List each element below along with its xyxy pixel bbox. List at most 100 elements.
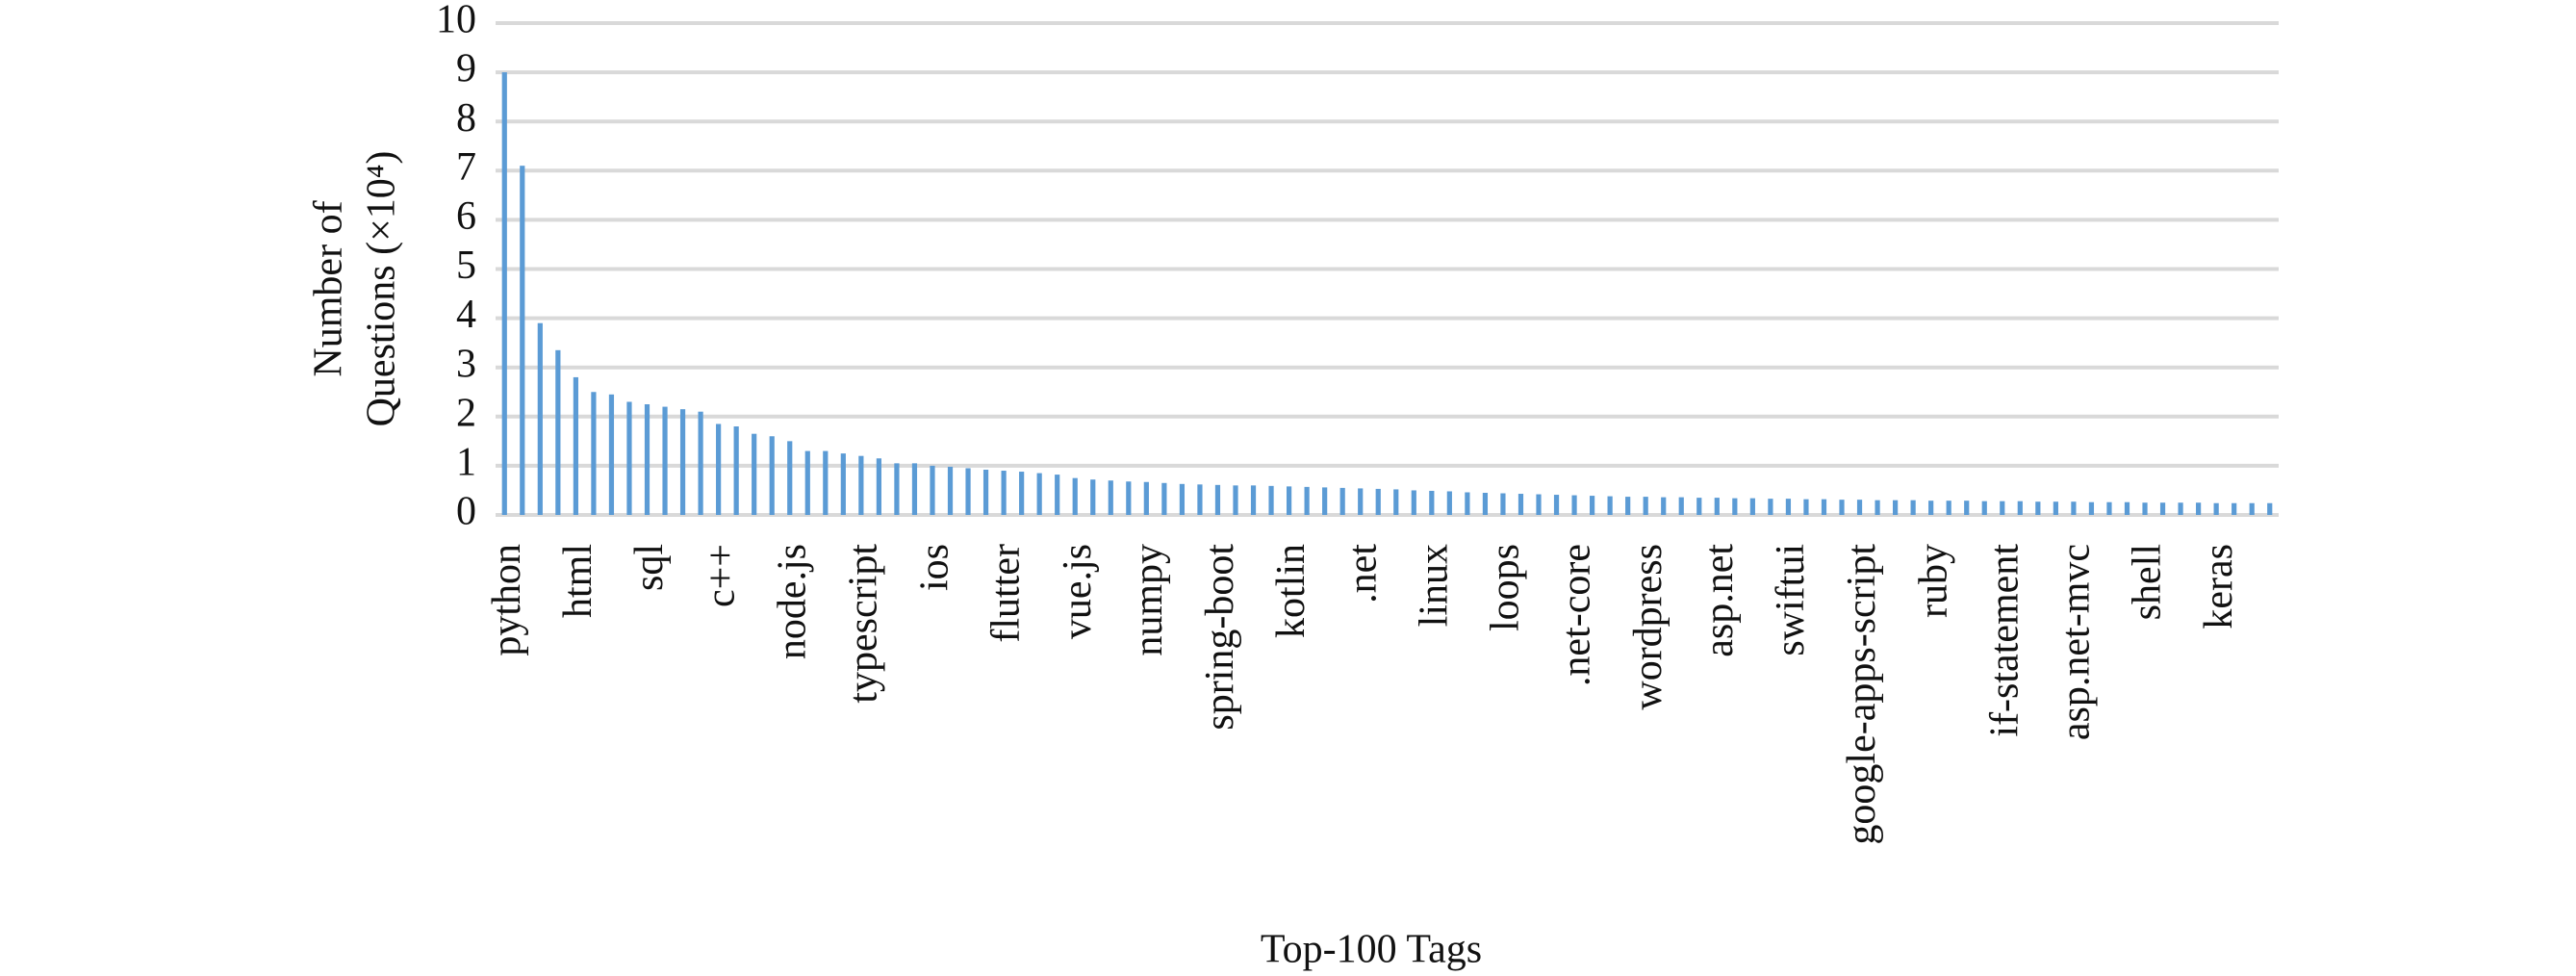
bar <box>1250 485 1257 515</box>
bar <box>894 463 900 515</box>
bar <box>626 401 632 515</box>
bar <box>1625 497 1631 515</box>
bar <box>1803 499 1809 515</box>
bar <box>1643 497 1648 515</box>
x-tick-label: swiftui <box>1769 544 1813 656</box>
bar <box>982 469 989 515</box>
bar <box>2159 502 2166 515</box>
bar <box>1446 491 1452 515</box>
bar <box>1411 490 1416 515</box>
bar <box>1856 500 1863 515</box>
bar <box>1179 483 1186 515</box>
x-tick-label: shell <box>2126 544 2170 620</box>
bar <box>1981 501 1987 515</box>
x-tick-label: kotlin <box>1269 544 1314 638</box>
bar <box>2232 502 2237 515</box>
bar <box>1482 493 1489 515</box>
y-tick-label: 8 <box>456 96 476 141</box>
x-tick-label: .net <box>1340 544 1385 604</box>
bar <box>1036 473 1042 515</box>
y-tick-label: 3 <box>456 342 476 386</box>
bar <box>1732 498 1738 515</box>
y-tick-label: 5 <box>456 244 476 288</box>
bar <box>1589 496 1595 515</box>
y-tick-label: 4 <box>456 293 476 337</box>
bar <box>823 450 829 515</box>
bar <box>2053 501 2058 515</box>
bar <box>1607 496 1613 515</box>
bar <box>1019 472 1025 515</box>
bar <box>644 404 650 515</box>
bar <box>698 411 703 515</box>
bar <box>2249 502 2255 515</box>
bar <box>1839 500 1845 515</box>
bar <box>1821 499 1827 515</box>
bar <box>2196 502 2202 515</box>
bar <box>1893 500 1899 515</box>
bar <box>1161 482 1167 515</box>
x-tick-label: loops <box>1484 544 1528 631</box>
bar <box>1518 494 1524 515</box>
bar <box>2035 501 2041 515</box>
bar <box>1286 486 1292 515</box>
x-tick-label: .net-core <box>1555 544 1599 686</box>
x-tick-label: ios <box>913 544 957 591</box>
bar <box>1358 488 1364 515</box>
x-tick-label: asp.net-mvc <box>2054 544 2099 740</box>
bar <box>1322 487 1328 515</box>
bar <box>2142 502 2148 515</box>
bar <box>1696 498 1702 515</box>
bar <box>1768 499 1773 515</box>
bar <box>2213 502 2219 515</box>
x-tick-label: spring-boot <box>1198 544 1242 731</box>
bar <box>1143 481 1149 515</box>
bar <box>1571 495 1577 515</box>
x-tick-label: ruby <box>1911 544 1955 618</box>
bar <box>1910 500 1916 515</box>
bar <box>537 322 543 515</box>
bar <box>2000 501 2005 515</box>
bar <box>769 436 775 515</box>
y-axis-title: Number of <box>307 200 351 376</box>
bar <box>804 450 810 515</box>
bar <box>752 433 757 515</box>
bar <box>2124 501 2130 515</box>
x-tick-label: c++ <box>699 544 743 607</box>
bar <box>1233 485 1238 515</box>
bar <box>555 349 561 515</box>
y-tick-label: 6 <box>456 194 476 239</box>
x-tick-label: wordpress <box>1626 544 1671 710</box>
bar <box>1375 488 1381 515</box>
bar <box>2267 502 2273 515</box>
bar <box>787 441 793 515</box>
y-tick-label: 10 <box>436 0 476 42</box>
bar <box>608 394 615 515</box>
bar <box>1785 499 1792 515</box>
bar <box>1393 489 1399 515</box>
bar <box>1536 494 1542 515</box>
bar <box>1339 487 1345 515</box>
bar <box>965 468 971 515</box>
bar <box>1714 498 1720 515</box>
bar <box>1072 477 1078 515</box>
bar <box>1500 493 1506 515</box>
x-tick-label: if-statement <box>1982 544 2027 737</box>
bar <box>1214 484 1221 515</box>
x-tick-label: numpy <box>1127 544 1171 656</box>
bar <box>1465 492 1470 515</box>
x-tick-label: sql <box>627 544 672 591</box>
bar <box>1304 486 1310 515</box>
bar <box>1553 495 1560 515</box>
bar <box>1001 471 1007 515</box>
bar <box>662 406 668 515</box>
bar <box>1268 485 1274 515</box>
x-tick-label: keras <box>2197 544 2241 629</box>
bar <box>1197 484 1203 515</box>
bar <box>733 426 739 515</box>
bar <box>520 166 525 515</box>
bar <box>501 72 507 515</box>
y-tick-label: 1 <box>456 441 476 485</box>
bar <box>1964 501 1970 515</box>
